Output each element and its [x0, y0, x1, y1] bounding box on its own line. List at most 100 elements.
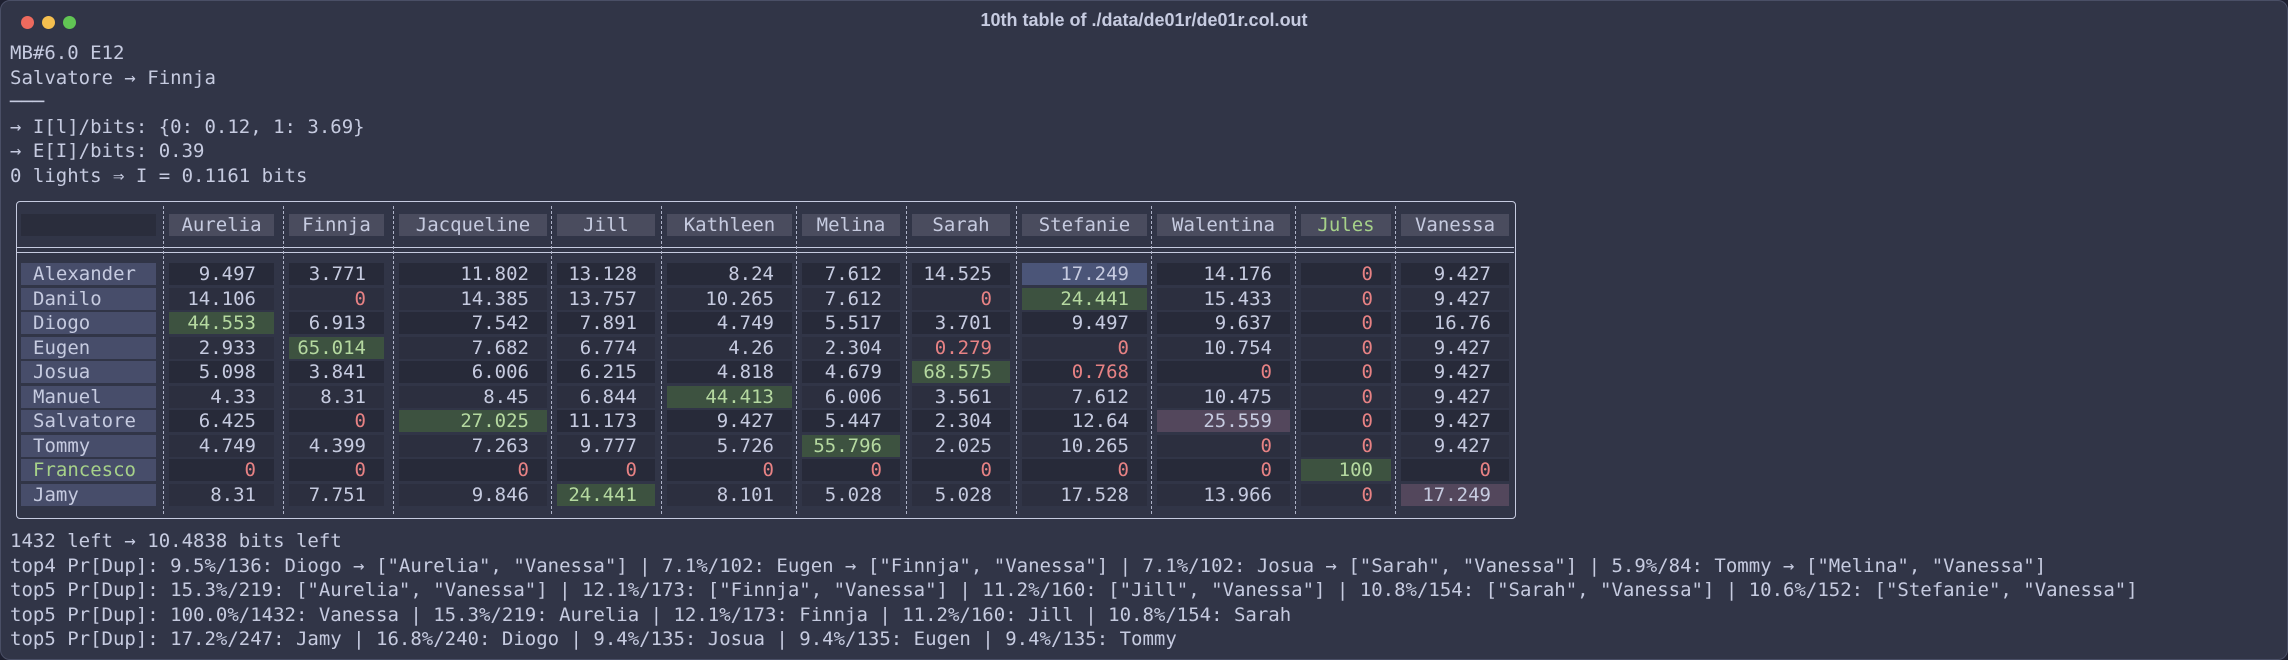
- table-cell: 9.637: [1157, 312, 1290, 334]
- column-header: Melina: [802, 214, 900, 236]
- table-cell: 0: [1022, 459, 1147, 481]
- row-name: Tommy: [21, 434, 156, 457]
- table-cell: 3.841: [289, 361, 384, 383]
- table-cell: 24.441: [557, 483, 655, 506]
- table-cell: 8.101: [667, 483, 792, 506]
- table-cell: 2.025: [912, 434, 1010, 457]
- table-cell: 65.014: [289, 336, 384, 359]
- column-header: Jill: [557, 214, 655, 236]
- table-cell: 10.265: [1022, 434, 1147, 457]
- table-cell: 0: [557, 459, 655, 481]
- table-cell: 7.682: [399, 336, 547, 359]
- table-cell: 7.542: [399, 312, 547, 334]
- table-cell: 3.561: [912, 385, 1010, 408]
- table-cell: 7.612: [802, 263, 900, 285]
- table-cell: 17.528: [1022, 483, 1147, 506]
- row-name: Josua: [21, 361, 156, 383]
- header-line: 0 lights ⇒ I = 0.1161 bits: [10, 164, 308, 187]
- header-rule: [17, 247, 1514, 248]
- table-cell: 13.128: [557, 263, 655, 285]
- table-cell: 9.497: [169, 263, 274, 285]
- table-cell: 14.176: [1157, 263, 1290, 285]
- table-cell: 14.525: [912, 263, 1010, 285]
- table-cell: 9.427: [1401, 385, 1509, 408]
- column-header: Stefanie: [1022, 214, 1147, 236]
- column-header: Finnja: [289, 214, 384, 236]
- table-cell: 9.427: [667, 410, 792, 432]
- column-separator: [551, 206, 552, 514]
- table-cell: 55.796: [802, 434, 900, 457]
- table-cell: 6.844: [557, 385, 655, 408]
- column-separator: [1395, 206, 1396, 514]
- table-cell: 5.028: [912, 483, 1010, 506]
- table-cell: 9.846: [399, 483, 547, 506]
- table-cell: 14.106: [169, 287, 274, 310]
- table-cell: 0: [1301, 434, 1391, 457]
- table-cell: 7.612: [802, 287, 900, 310]
- minimize-button[interactable]: [42, 16, 55, 29]
- header-line: MB#6.0 E12: [10, 42, 125, 64]
- table-frame: [16, 201, 1516, 519]
- table-cell: 2.304: [802, 336, 900, 359]
- table-cell: 5.517: [802, 312, 900, 334]
- table-cell: 7.751: [289, 483, 384, 506]
- column-header: Sarah: [912, 214, 1010, 236]
- table-cell: 15.433: [1157, 287, 1290, 310]
- table-cell: 4.818: [667, 361, 792, 383]
- table-cell: 0: [1301, 385, 1391, 408]
- column-separator: [661, 206, 662, 514]
- table-cell: 25.559: [1157, 410, 1290, 432]
- table-cell: 4.679: [802, 361, 900, 383]
- table-cell: 4.749: [667, 312, 792, 334]
- table-cell: 3.771: [289, 263, 384, 285]
- table-cell: 17.249: [1401, 483, 1509, 506]
- table-cell: 10.265: [667, 287, 792, 310]
- row-name: Jamy: [21, 483, 156, 506]
- table-cell: 24.441: [1022, 287, 1147, 310]
- window-title: 10th table of ./data/de01r/de01r.col.out: [980, 10, 1308, 30]
- table-cell: 0: [1157, 434, 1290, 457]
- header-rule: [17, 252, 1514, 253]
- row-name: Danilo: [21, 287, 156, 310]
- table-cell: 8.31: [289, 385, 384, 408]
- table-cell: 6.913: [289, 312, 384, 334]
- table-cell: 2.304: [912, 410, 1010, 432]
- table-cell: 7.263: [399, 434, 547, 457]
- table-cell: 5.028: [802, 483, 900, 506]
- table-cell: 0: [289, 459, 384, 481]
- header-line: Salvatore → Finnja: [10, 66, 216, 89]
- table-cell: 10.475: [1157, 385, 1290, 408]
- table-cell: 9.427: [1401, 361, 1509, 383]
- column-header: Jules: [1301, 214, 1391, 236]
- table-cell: 5.726: [667, 434, 792, 457]
- table-cell: 9.427: [1401, 410, 1509, 432]
- table-cell: 0: [802, 459, 900, 481]
- table-cell: 0: [1022, 336, 1147, 359]
- column-separator: [1016, 206, 1017, 514]
- close-button[interactable]: [21, 16, 34, 29]
- table-cell: 9.777: [557, 434, 655, 457]
- row-name: Alexander: [21, 263, 156, 285]
- table-cell: 4.33: [169, 385, 274, 408]
- table-cell: 6.425: [169, 410, 274, 432]
- table-cell: 0: [289, 410, 384, 432]
- header-line: → I[l]/bits: {0: 0.12, 1: 3.69}: [10, 115, 365, 138]
- table-cell: 5.098: [169, 361, 274, 383]
- table-cell: 8.45: [399, 385, 547, 408]
- table-cell: 8.31: [169, 483, 274, 506]
- table-cell: 6.774: [557, 336, 655, 359]
- table-cell: 17.249: [1022, 263, 1147, 285]
- table-cell: 4.749: [169, 434, 274, 457]
- column-header: Jacqueline: [399, 214, 547, 236]
- table-cell: 0.768: [1022, 361, 1147, 383]
- table-cell: 0: [169, 459, 274, 481]
- maximize-button[interactable]: [63, 16, 76, 29]
- row-name: Eugen: [21, 336, 156, 359]
- column-separator: [1295, 206, 1296, 514]
- row-name: Manuel: [21, 385, 156, 408]
- table-cell: 0: [1301, 263, 1391, 285]
- table-cell: 14.385: [399, 287, 547, 310]
- table-cell: 9.427: [1401, 263, 1509, 285]
- column-header: Vanessa: [1401, 214, 1509, 236]
